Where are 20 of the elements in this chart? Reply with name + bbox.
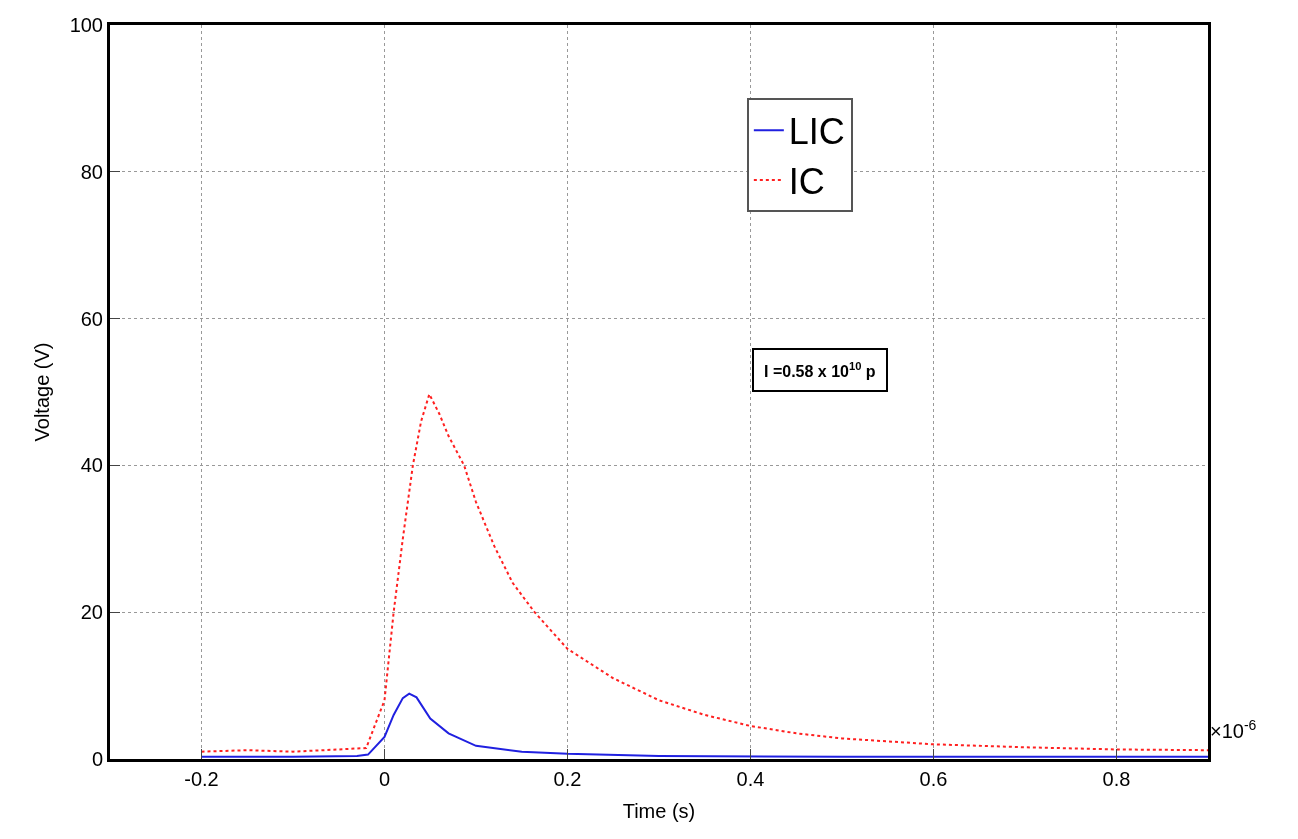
y-axis-title: Voltage (V) xyxy=(31,342,54,442)
x-axis-title: Time (s) xyxy=(622,799,696,822)
x-tick-label: 0 xyxy=(378,768,391,790)
y-tick-label: 80 xyxy=(80,160,103,183)
y-tick-label: 60 xyxy=(80,307,103,330)
x-tick-label: 0.8 xyxy=(1102,768,1131,790)
x-tick-label: 0.4 xyxy=(736,768,765,790)
x-tick-label: 0.2 xyxy=(553,768,582,790)
legend-label: LIC xyxy=(788,111,845,153)
line-series xyxy=(200,692,1208,758)
legend-label: IC xyxy=(788,161,825,203)
line-series xyxy=(200,393,1208,753)
y-tick-label: 100 xyxy=(69,14,103,36)
text: ×10$^{-6}$ xyxy=(1210,717,1257,743)
y-tick-label: 0 xyxy=(91,748,103,770)
y-tick-label: 40 xyxy=(80,454,103,477)
y-tick-label: 20 xyxy=(80,601,103,624)
annotation: I =0.58 x 10$^{10}$ p xyxy=(764,360,876,380)
x-tick-label: 0.6 xyxy=(919,768,948,790)
x-tick-label: -0.2 xyxy=(184,768,219,790)
